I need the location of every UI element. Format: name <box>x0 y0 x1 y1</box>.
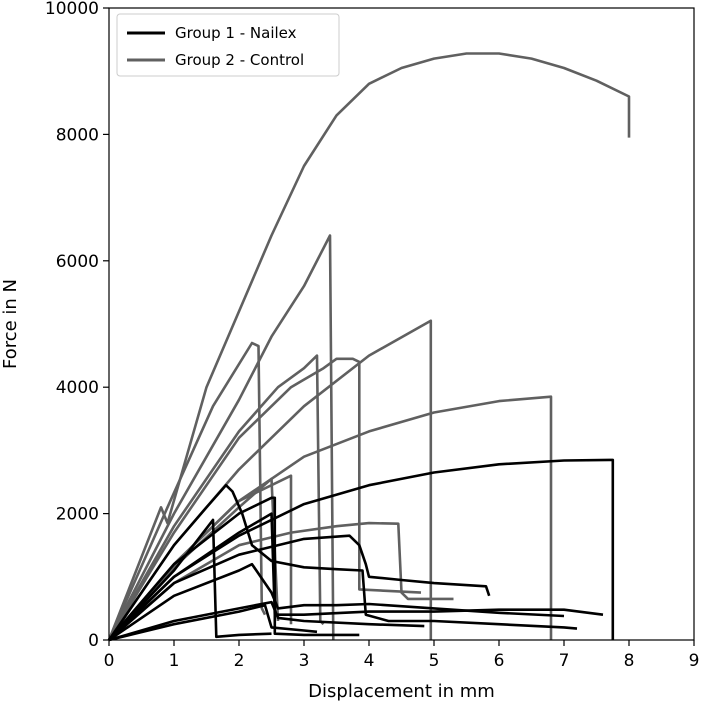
series-line-control-6 <box>108 395 553 641</box>
series-line-control-9 <box>108 521 454 641</box>
series-line-nailex-16 <box>108 562 565 642</box>
x-tick-label: 0 <box>104 651 115 671</box>
x-tick-label: 9 <box>689 651 700 671</box>
y-tick-label: 0 <box>88 631 99 651</box>
series-line-control-3 <box>107 354 325 641</box>
x-tick-label: 7 <box>559 651 570 671</box>
y-tick-label: 6000 <box>56 252 99 272</box>
legend-label-1: Group 2 - Control <box>175 51 304 69</box>
series-line-control-4 <box>107 357 422 641</box>
x-axis: 0 1 2 3 4 5 6 7 8 9 <box>104 640 700 671</box>
series-line-control-0 <box>107 52 631 641</box>
y-axis-label: Force in N <box>0 279 21 369</box>
x-axis-label: Displacement in mm <box>308 681 495 702</box>
series-line-nailex-15 <box>108 534 491 641</box>
x-tick-label: 4 <box>364 651 375 671</box>
series-line-nailex-11 <box>107 483 578 641</box>
y-tick-label: 8000 <box>56 125 99 145</box>
x-tick-label: 6 <box>494 651 505 671</box>
x-tick-label: 2 <box>234 651 245 671</box>
x-tick-label: 5 <box>429 651 440 671</box>
y-tick-label: 2000 <box>56 505 99 525</box>
legend-label-0: Group 1 - Nailex <box>175 24 297 42</box>
legend: Group 1 - Nailex Group 2 - Control <box>116 13 340 77</box>
plot-frame <box>108 7 695 641</box>
series-line-nailex-17 <box>108 600 425 642</box>
x-tick-label: 8 <box>624 651 635 671</box>
series-line-control-1 <box>107 341 267 641</box>
x-tick-label: 1 <box>169 651 180 671</box>
y-axis: 0 2000 4000 6000 8000 10000 <box>45 0 109 651</box>
series-line-control-2 <box>107 234 335 641</box>
series-line-nailex-14 <box>108 512 604 641</box>
series-line-nailex-10 <box>108 458 615 641</box>
y-tick-label: 10000 <box>45 0 99 19</box>
plot-area <box>107 52 631 642</box>
x-tick-label: 3 <box>299 651 310 671</box>
series-line-nailex-13 <box>108 518 272 641</box>
y-tick-label: 4000 <box>56 378 99 398</box>
series-line-nailex-18 <box>108 603 318 642</box>
legend-box <box>116 13 340 77</box>
